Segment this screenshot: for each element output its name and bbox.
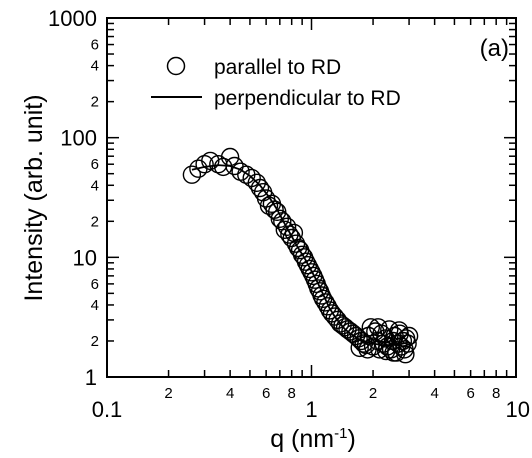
- x-tick-label: 10: [506, 397, 530, 422]
- data-point-parallel: [201, 151, 220, 171]
- series-points-group: [182, 147, 419, 364]
- y-minor-tick-label: 4: [91, 58, 99, 75]
- data-point-parallel: [396, 345, 415, 364]
- y-minor-tick-label: 6: [91, 37, 99, 54]
- data-point-parallel: [247, 173, 266, 193]
- x-minor-tick-label: 6: [262, 385, 270, 402]
- y-minor-tick-label: 6: [91, 156, 99, 173]
- data-point-parallel: [320, 301, 340, 320]
- data-point-parallel: [377, 341, 396, 361]
- legend-marker-circle: [166, 56, 186, 76]
- data-point-parallel: [358, 340, 377, 359]
- data-point-parallel: [237, 165, 256, 184]
- legend-label-perpendicular: perpendicular to RD: [214, 87, 401, 110]
- data-point-parallel: [220, 147, 240, 167]
- data-point-parallel: [384, 343, 403, 362]
- data-point-parallel: [304, 266, 323, 286]
- data-point-parallel: [398, 334, 417, 353]
- data-point-parallel: [250, 178, 270, 198]
- y-minor-tick-label: 4: [91, 297, 99, 314]
- data-point-parallel: [225, 156, 244, 176]
- x-minor-tick-label: 8: [492, 385, 500, 402]
- legend: parallel to RD perpendicular to RD: [151, 56, 401, 110]
- data-point-parallel: [389, 321, 409, 340]
- data-point-parallel: [393, 331, 413, 351]
- legend-label-parallel: parallel to RD: [214, 56, 341, 79]
- data-point-parallel: [328, 310, 347, 330]
- x-minor-tick-label: 4: [226, 385, 234, 402]
- y-tick-label: 10: [73, 245, 97, 270]
- x-tick-label: 0.1: [92, 397, 123, 422]
- data-point-parallel: [286, 234, 306, 253]
- y-minor-tick-label: 2: [91, 333, 99, 350]
- data-point-parallel: [380, 320, 399, 339]
- data-point-parallel: [284, 223, 304, 243]
- x-minor-tick-label: 2: [164, 385, 172, 402]
- data-point-parallel: [376, 329, 395, 348]
- x-minor-tick-label: 4: [430, 385, 438, 402]
- x-minor-tick-label: 2: [369, 385, 377, 402]
- data-point-parallel: [350, 338, 369, 358]
- y-minor-tick-label: 6: [91, 276, 99, 293]
- y-axis-title: Intensity (arb. unit): [20, 94, 48, 301]
- y-tick-label: 1000: [48, 6, 97, 31]
- x-minor-tick-label: 6: [466, 385, 474, 402]
- data-point-parallel: [399, 326, 419, 346]
- y-minor-tick-label: 2: [91, 94, 99, 111]
- y-minor-tick-label: 2: [91, 213, 99, 230]
- data-point-parallel: [369, 318, 388, 337]
- y-tick-label: 1: [85, 365, 97, 390]
- axis-ticks: [106, 18, 516, 378]
- y-minor-tick-label: 4: [91, 177, 99, 194]
- data-point-parallel: [349, 329, 368, 348]
- data-point-parallel: [277, 217, 297, 237]
- data-point-parallel: [195, 154, 214, 174]
- data-point-parallel: [182, 165, 202, 184]
- x-axis-title: q (nm-1): [270, 425, 356, 453]
- data-point-parallel: [213, 157, 233, 177]
- y-tick-label: 100: [60, 126, 97, 151]
- x-tick-label: 1: [305, 397, 317, 422]
- x-minor-tick-label: 8: [288, 385, 296, 402]
- panel-label: (a): [480, 35, 509, 62]
